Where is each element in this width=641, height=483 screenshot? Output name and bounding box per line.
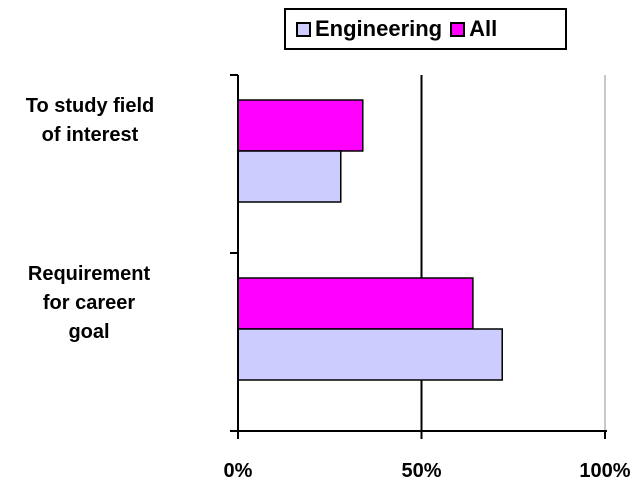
category-label-career-goal: Requirement for career goal xyxy=(27,263,151,343)
legend-label-engineering: Engineering xyxy=(315,16,443,41)
legend-swatch-engineering xyxy=(296,21,311,37)
legend-item-engineering: Engineering xyxy=(296,16,442,42)
x-tick-label-50: 50% xyxy=(401,460,441,482)
x-tick-label-0: 0% xyxy=(224,460,253,482)
legend-swatch-all xyxy=(450,21,466,37)
legend: Engineering All xyxy=(284,8,567,50)
bar-engineering-1 xyxy=(237,328,503,381)
bar-engineering-0 xyxy=(237,150,342,203)
bar-all-0 xyxy=(237,99,364,152)
legend-item-all: All xyxy=(450,16,497,42)
category-label-study-field: To study field of interest xyxy=(25,95,155,146)
bar-all-1 xyxy=(237,277,474,330)
x-tick-label-100: 100% xyxy=(579,460,630,482)
legend-label-all: All xyxy=(469,16,498,41)
